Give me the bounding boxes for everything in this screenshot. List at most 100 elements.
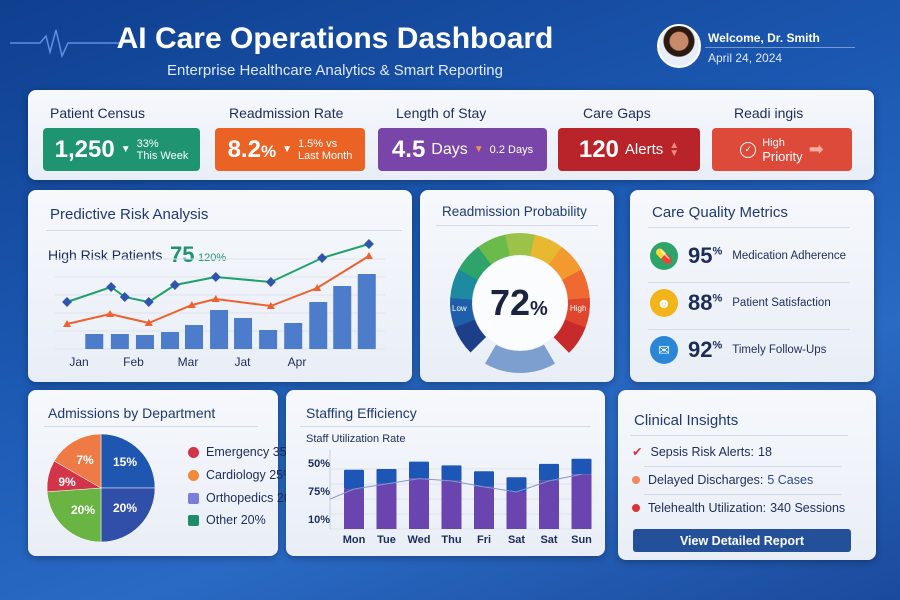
kpi-delta-note: This Week bbox=[136, 149, 189, 162]
bullet-icon bbox=[632, 476, 640, 484]
avatar[interactable] bbox=[657, 24, 701, 68]
kpi-delta: 33% bbox=[136, 137, 159, 150]
kpi-label: Patient Census bbox=[50, 105, 145, 121]
y-tick-label: 10% bbox=[308, 514, 330, 526]
x-tick-label: Tue bbox=[377, 534, 396, 546]
pie-slice bbox=[46, 487, 102, 543]
data-point bbox=[210, 272, 221, 282]
data-point bbox=[265, 277, 276, 287]
kpi-tile-patient-census[interactable]: 1,250 ▼ 33% This Week bbox=[43, 128, 200, 171]
kpi-value: 4.5 bbox=[391, 135, 426, 163]
insight-item: Delayed Discharges: 5 Cases bbox=[632, 473, 813, 487]
bar-segment bbox=[539, 463, 559, 481]
divider bbox=[44, 426, 258, 427]
x-tick-label: Apr bbox=[288, 355, 307, 369]
series-line bbox=[66, 243, 370, 304]
x-tick-label: Sun bbox=[571, 534, 592, 546]
gauge-segment bbox=[564, 298, 590, 329]
divider bbox=[300, 426, 591, 427]
bar-segment bbox=[409, 478, 429, 529]
care-quality-card: Care Quality Metrics 💊 95% Medication Ad… bbox=[630, 190, 874, 382]
data-point bbox=[62, 297, 72, 307]
slice-label: 9% bbox=[58, 475, 76, 489]
bar bbox=[85, 334, 104, 349]
data-point bbox=[169, 280, 180, 290]
bar bbox=[284, 323, 303, 349]
kpi-value: 8.2 bbox=[227, 135, 261, 163]
bar bbox=[161, 332, 180, 349]
y-tick-label: 50% bbox=[308, 458, 330, 470]
gauge-segment bbox=[454, 319, 487, 353]
bar bbox=[259, 330, 278, 349]
trend-line bbox=[329, 473, 582, 500]
gauge-segment bbox=[478, 234, 511, 265]
kpi-tile-care-gaps[interactable]: 120 Alerts ▲ ▼ bbox=[558, 128, 700, 171]
kpi-tile-readmission-rate[interactable]: 8.2% ▼ 1.5% vs Last Month bbox=[215, 128, 365, 171]
kpi-unit: % bbox=[260, 141, 277, 161]
insight-value: 5 Cases bbox=[767, 473, 814, 487]
bar-segment bbox=[474, 471, 494, 487]
page-title: AI Care Operations Dashboard bbox=[116, 22, 554, 55]
x-tick-label: Jan bbox=[69, 355, 88, 369]
gauge-number: 72 bbox=[490, 282, 531, 323]
metric-value: 92 bbox=[688, 337, 713, 362]
admissions-pie: 15% 20% 20% 9%7% bbox=[46, 433, 156, 543]
data-point bbox=[144, 319, 153, 326]
x-tick-label: Feb bbox=[123, 355, 144, 369]
kpi-tile-length-of-stay[interactable]: 4.5 Days ▼ 0.2 Days bbox=[378, 128, 547, 171]
x-tick-label: Mon bbox=[343, 534, 366, 546]
insight-value: 18 bbox=[758, 444, 772, 459]
bar-segment bbox=[506, 477, 527, 492]
kpi-value: 120 bbox=[578, 135, 619, 163]
bullet-icon bbox=[632, 504, 640, 512]
bar bbox=[357, 274, 376, 349]
gauge-high-label: High bbox=[570, 304, 587, 313]
x-tick-label: Jat bbox=[234, 355, 251, 369]
welcome-text: Welcome, Dr. Smith bbox=[708, 31, 820, 45]
x-tick-label: Mar bbox=[178, 355, 199, 369]
gauge-value: 72% bbox=[490, 282, 548, 324]
legend-item: Orthopedics 20% bbox=[188, 491, 302, 505]
kpi-tile-readings[interactable]: ✓ High Priority ➡ bbox=[712, 128, 852, 171]
gauge-segment bbox=[458, 246, 492, 280]
quality-metric-row: ✉ 92% Timely Follow-Ups bbox=[650, 336, 826, 364]
bar-segment bbox=[539, 480, 559, 529]
kpi-label: Readmission Rate bbox=[229, 105, 344, 121]
bar bbox=[135, 335, 154, 349]
bar-segment bbox=[344, 469, 364, 490]
kpi-label: Readi ingis bbox=[734, 105, 804, 121]
metric-unit: % bbox=[712, 245, 723, 258]
card-title: Staffing Efficiency bbox=[306, 405, 417, 421]
view-detailed-report-button[interactable]: View Detailed Report bbox=[633, 529, 851, 552]
pie-slice bbox=[100, 487, 156, 543]
kpi-value: 1,250 bbox=[54, 135, 115, 163]
card-title: Care Quality Metrics bbox=[652, 204, 788, 221]
down-arrow-icon: ▼ bbox=[282, 144, 292, 155]
kpi-delta-note: Last Month bbox=[297, 149, 353, 162]
pie-slice bbox=[53, 433, 102, 489]
card-title: Readmission Probability bbox=[442, 204, 587, 219]
data-point bbox=[187, 301, 196, 308]
check-icon: ✔ bbox=[632, 445, 643, 459]
divider bbox=[436, 225, 598, 226]
arrow-right-icon: ➡ bbox=[808, 139, 824, 159]
legend-label: Emergency 35% bbox=[206, 445, 298, 459]
heartbeat-icon bbox=[10, 29, 120, 58]
card-title: Clinical Insights bbox=[634, 412, 739, 429]
mail-icon: ✉ bbox=[650, 336, 678, 364]
bar bbox=[110, 334, 129, 349]
legend-item: Other 20% bbox=[188, 513, 266, 527]
bar bbox=[184, 325, 203, 349]
pill-icon: 💊 bbox=[650, 242, 678, 270]
data-point bbox=[106, 310, 115, 317]
divider bbox=[648, 329, 850, 330]
bar-segment bbox=[474, 486, 494, 529]
bar-segment bbox=[344, 489, 364, 529]
insight-label: Telehealth Utilization: bbox=[648, 501, 767, 515]
divider bbox=[705, 47, 855, 48]
legend-item: Emergency 35% bbox=[188, 445, 298, 459]
card-title: Admissions by Department bbox=[48, 405, 216, 421]
divider bbox=[46, 230, 402, 231]
metric-value: 95 bbox=[688, 243, 713, 268]
gauge-segment bbox=[553, 319, 586, 353]
